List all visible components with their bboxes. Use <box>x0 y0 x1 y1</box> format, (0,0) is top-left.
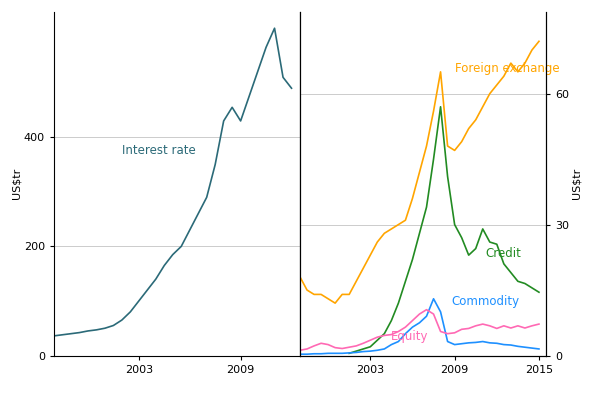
Text: Foreign exchange: Foreign exchange <box>455 62 559 75</box>
Text: Equity: Equity <box>391 330 429 343</box>
Text: Interest rate: Interest rate <box>122 144 196 157</box>
Text: Credit: Credit <box>485 247 521 260</box>
Text: Commodity: Commodity <box>452 295 520 308</box>
Y-axis label: US$tr: US$tr <box>572 168 582 199</box>
Y-axis label: US$tr: US$tr <box>11 168 21 199</box>
